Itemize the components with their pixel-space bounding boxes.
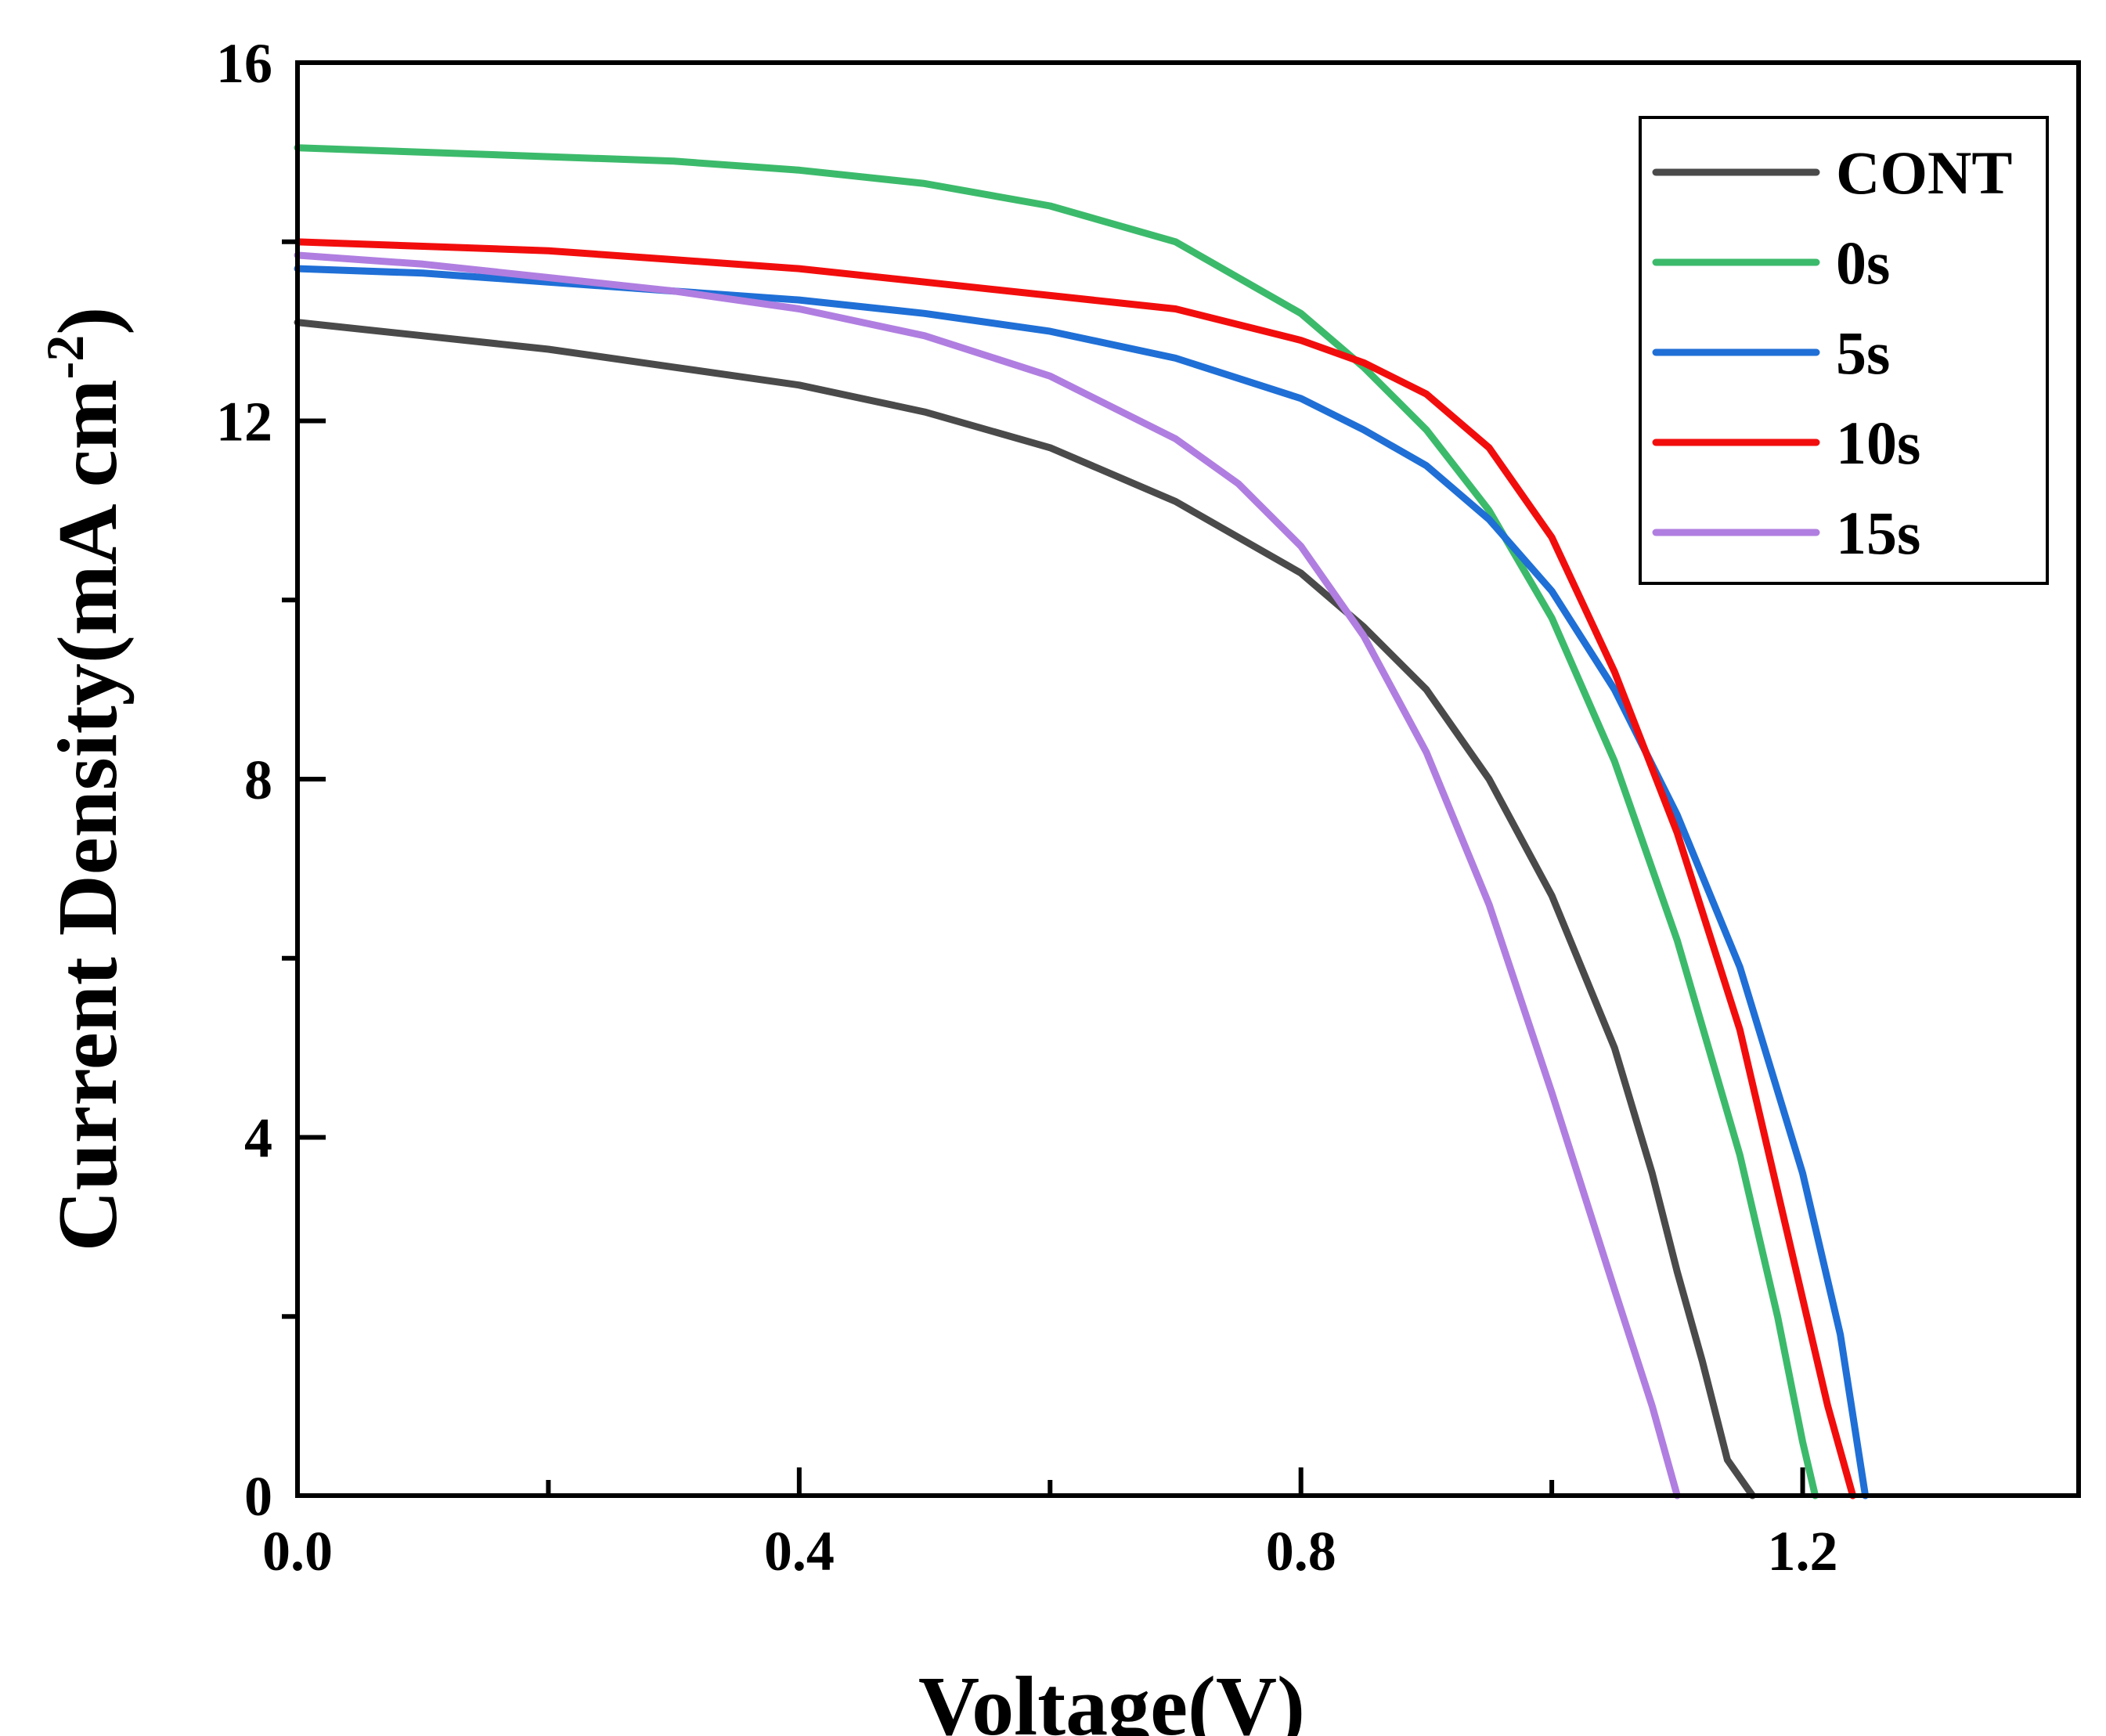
x-tick-label: 0.8 xyxy=(1266,1520,1336,1583)
legend-entries: CONT 0s 5s 10s 15s xyxy=(1652,139,2012,567)
y-tick-label: 16 xyxy=(216,32,272,95)
y-tick-label: 4 xyxy=(244,1107,272,1170)
legend-label-15s: 15s xyxy=(1836,499,1920,567)
legend-label-cont: CONT xyxy=(1836,139,2012,207)
y-axis-title: Current Density(mA cm-2) xyxy=(35,307,135,1251)
legend-label-10s: 10s xyxy=(1836,409,1920,477)
series-line-0s xyxy=(294,144,1819,1500)
y-tick-label: 12 xyxy=(216,391,272,453)
legend-label-5s: 5s xyxy=(1836,319,1890,387)
y-axis-title-close: ) xyxy=(41,307,135,335)
y-axis-title-main: Current Density(mA cm xyxy=(41,379,135,1251)
series-line-5s xyxy=(294,265,1870,1500)
tick-layer: 0.0 0.4 0.8 1.2 0 4 8 12 16 xyxy=(216,32,1838,1583)
series-line-10s xyxy=(294,238,1857,1500)
x-tick-label: 0.4 xyxy=(764,1520,835,1583)
x-axis-title: Voltage(V) xyxy=(918,1660,1305,1736)
y-tick-label: 8 xyxy=(244,749,272,811)
x-tick-label: 1.2 xyxy=(1768,1520,1838,1583)
series-layer xyxy=(294,144,1870,1500)
series-line-15s xyxy=(294,251,1681,1500)
x-tick-label: 0.0 xyxy=(262,1520,333,1583)
y-axis-title-superscript: -2 xyxy=(35,335,95,380)
y-tick-label: 0 xyxy=(244,1465,272,1528)
legend-label-0s: 0s xyxy=(1836,229,1890,297)
series-line-cont xyxy=(294,319,1756,1500)
legend: CONT 0s 5s 10s 15s xyxy=(1639,116,2049,585)
